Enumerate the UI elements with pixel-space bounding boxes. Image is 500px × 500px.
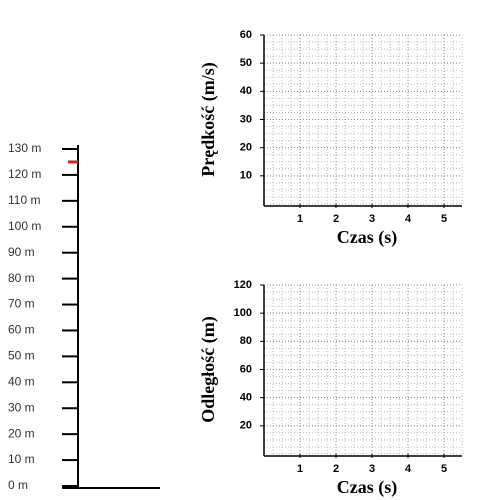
y-axis-label: Prędkość (m/s) [198,62,219,176]
y-tick-label: 100 [234,307,252,319]
x-tick-label: 5 [441,213,447,225]
x-tick-label: 5 [441,463,447,475]
ruler-label: 50 m [8,349,35,363]
y-tick-label: 40 [240,392,252,404]
x-tick-label: 3 [369,463,375,475]
ruler-label: 90 m [8,245,35,259]
y-tick-label: 10 [240,170,252,182]
y-tick-label: 80 [240,335,252,347]
x-axis-label: Czas (s) [337,227,398,248]
y-tick-label: 50 [240,57,252,69]
x-tick-label: 2 [333,463,339,475]
x-axis-label: Czas (s) [337,477,398,498]
graph: 10 20 30 40 50 60 1 2 3 4 5 Czas (s) Prędkość (m/s) [198,29,463,248]
y-tick-label: 20 [240,142,252,154]
ruler-label: 60 m [8,323,35,337]
ruler-label: 10 m [8,452,35,466]
x-tick-label: 1 [297,463,303,475]
ruler-label: 120 m [8,167,41,181]
y-axis-label: Odległość (m) [198,316,219,422]
ruler-label: 80 m [8,271,35,285]
ruler-label: 20 m [8,426,35,440]
ruler-label: 40 m [8,374,35,388]
y-tick-label: 30 [240,113,252,125]
ruler-label: 30 m [8,400,35,414]
x-tick-label: 3 [369,213,375,225]
ruler-label: 100 m [8,219,41,233]
x-tick-label: 4 [405,463,412,475]
y-tick-label: 40 [240,85,252,97]
y-tick-label: 60 [240,363,252,375]
x-tick-label: 4 [405,213,412,225]
ruler-label: 70 m [8,297,35,311]
ruler-label: 0 m [8,478,28,492]
y-tick-label: 120 [234,279,252,291]
x-tick-label: 2 [333,213,339,225]
y-tick-label: 20 [240,420,252,432]
x-tick-label: 1 [297,213,303,225]
ruler-label: 110 m [8,193,40,207]
y-tick-label: 60 [240,29,252,41]
ruler-label: 130 m [8,141,41,155]
graph: 20 40 60 80 100 120 1 2 3 4 5 Czas (s) Odległość (m) [198,279,463,498]
